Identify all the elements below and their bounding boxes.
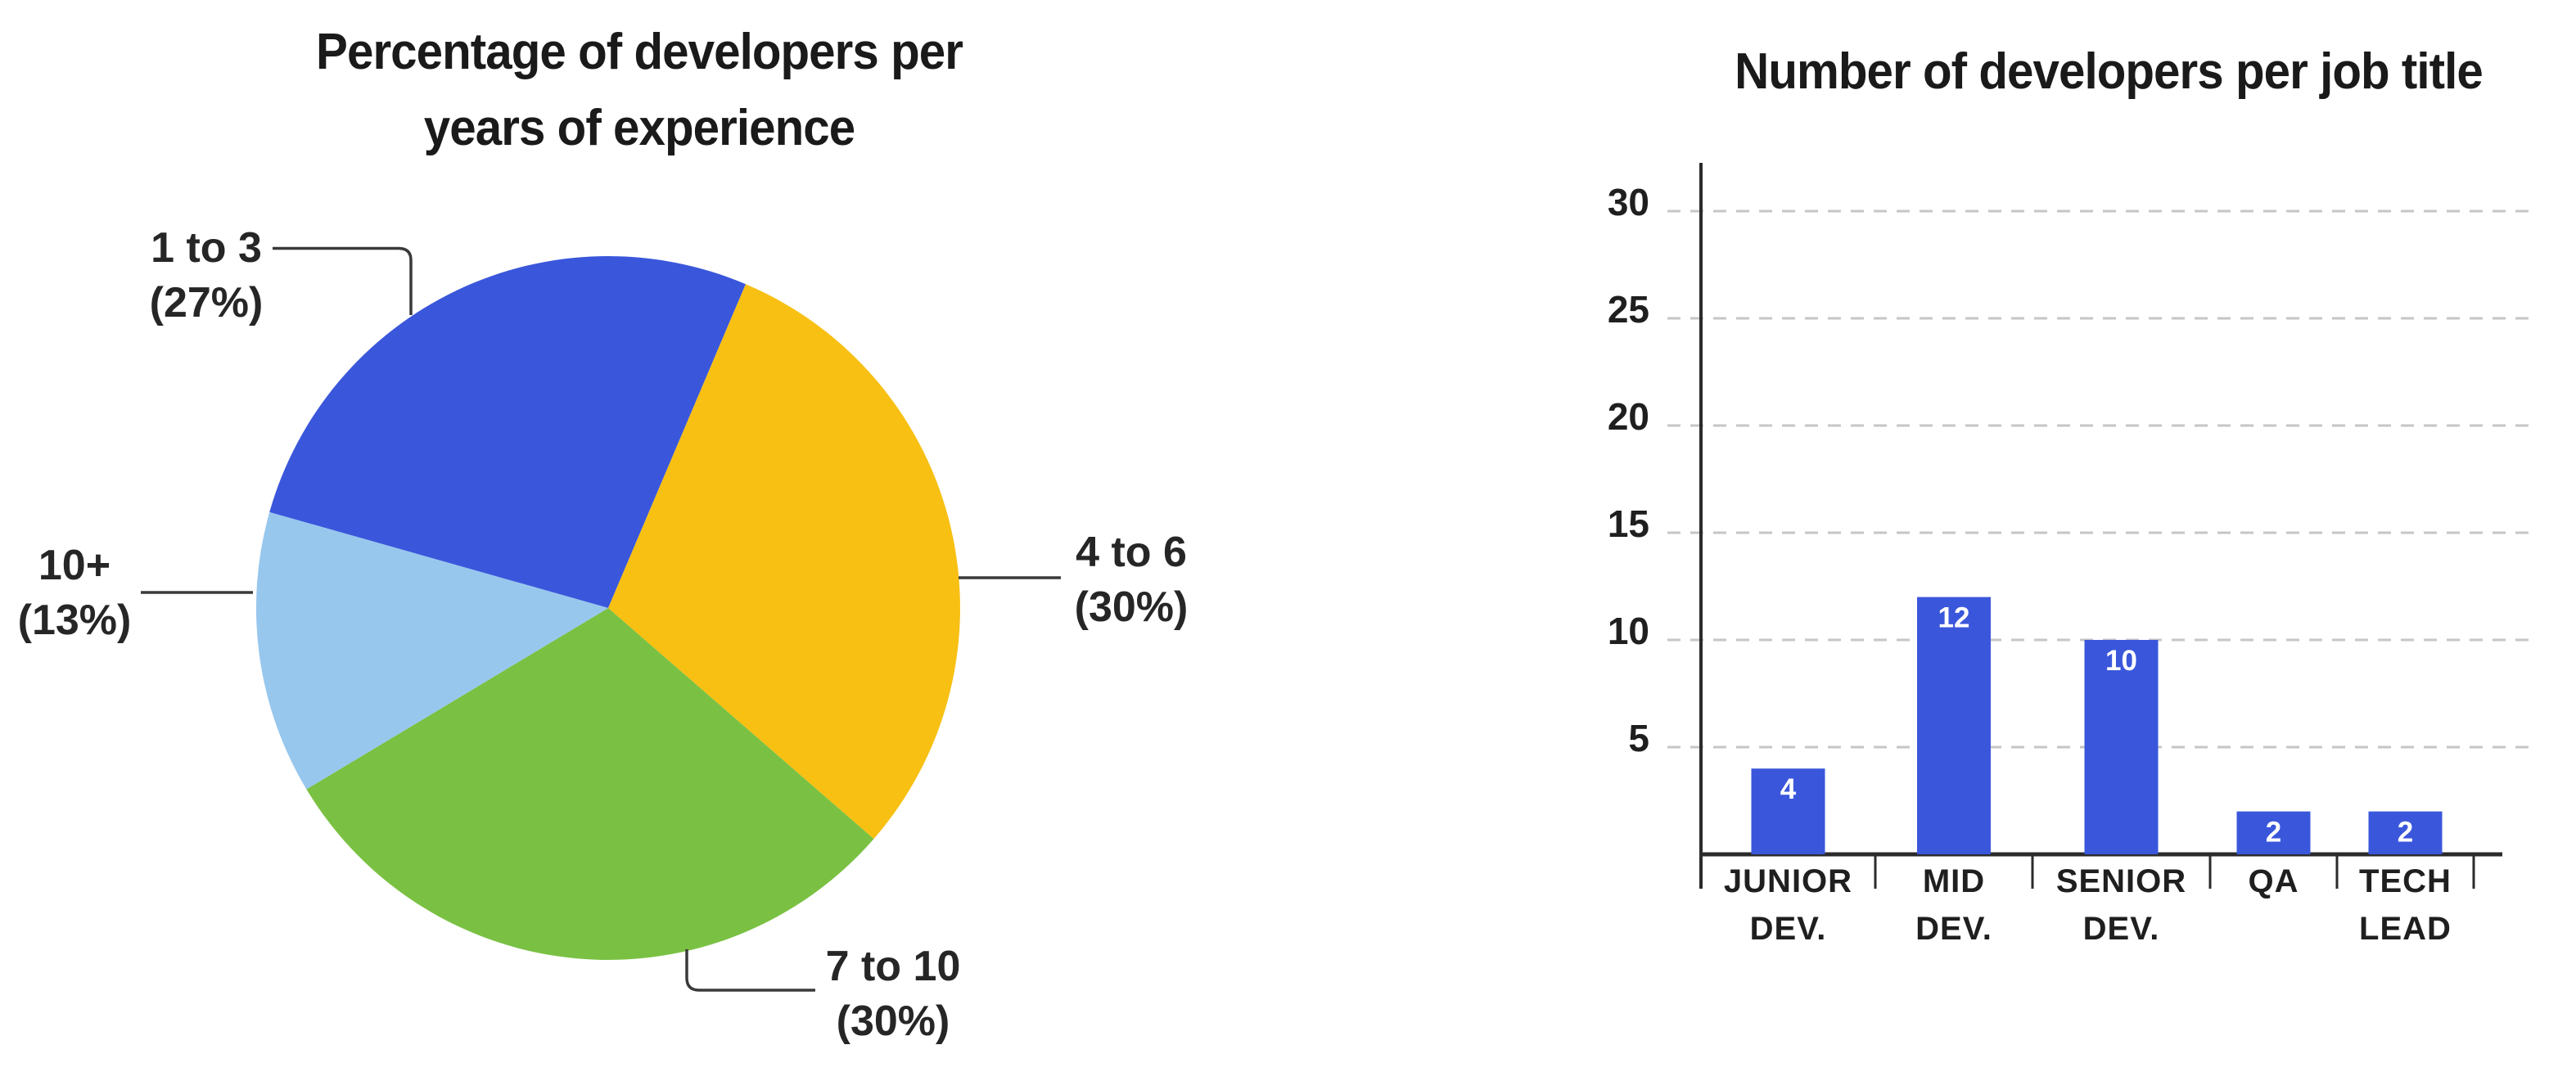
bar-value-label-junior-dev-: 4 xyxy=(1780,773,1797,805)
bar-value-label-senior-dev-: 10 xyxy=(2105,645,2137,677)
pie-title-line2: years of experience xyxy=(423,100,855,156)
category-label-senior-dev--line1: SENIOR xyxy=(2056,863,2186,899)
bar-qa xyxy=(2236,811,2311,854)
category-label-junior-dev--line2: DEV. xyxy=(1750,911,1827,947)
slice-name: 1 to 3 xyxy=(151,224,262,272)
slice-percent: (30%) xyxy=(1074,583,1189,631)
category-label-qa-line1: QA xyxy=(2249,863,2299,899)
pie-chart-title: Percentage of developers per years of ex… xyxy=(178,14,1101,166)
slice-name: 4 to 6 xyxy=(1076,529,1187,576)
slice-name: 7 to 10 xyxy=(825,943,961,990)
pie-title-line1: Percentage of developers per xyxy=(316,24,963,80)
slice-name: 10+ xyxy=(38,542,111,589)
bar-value-label-qa: 2 xyxy=(2266,817,2281,849)
callout-line-1-to-3 xyxy=(273,246,413,315)
pie-slice-label-7-to-10: 7 to 10 (30%) xyxy=(787,939,999,1049)
y-tick-label-15: 15 xyxy=(1608,502,1649,545)
slice-percent: (27%) xyxy=(149,279,264,327)
pie-callout-lines xyxy=(141,246,1061,992)
category-label-mid-dev--line2: DEV. xyxy=(1915,911,1992,947)
y-tick-label-25: 25 xyxy=(1608,288,1649,331)
category-label-tech-lead-line1: TECH xyxy=(2359,863,2452,899)
pie-slice-label-10-plus: 10+ (13%) xyxy=(0,538,149,648)
bar-junior-dev- xyxy=(1751,768,1825,854)
y-tick-label-5: 5 xyxy=(1628,717,1649,759)
y-tick-label-20: 20 xyxy=(1608,395,1649,438)
category-label-tech-lead-line2: LEAD xyxy=(2359,911,2452,947)
pie-slice-4-to-6 xyxy=(608,284,960,840)
pie-chart xyxy=(255,256,960,961)
category-label-junior-dev--line1: JUNIOR xyxy=(1724,863,1852,899)
bar-senior-dev- xyxy=(2084,640,2159,854)
pie-slice-7-to-10 xyxy=(306,608,874,961)
bar-value-label-tech-lead: 2 xyxy=(2398,817,2413,849)
bar-chart: 5 10 15 20 25 30 4 JUNIOR DEV. 12 MID DEV. 10 SENIOR D… xyxy=(1608,163,2529,947)
y-tick-label-10: 10 xyxy=(1608,610,1649,652)
slice-percent: (13%) xyxy=(17,597,132,644)
y-tick-label-30: 30 xyxy=(1608,181,1649,223)
bar-tech-lead xyxy=(2368,811,2443,854)
pie-slice-10- xyxy=(255,511,608,790)
callout-line-7-to-10 xyxy=(685,949,815,992)
bar-mid-dev- xyxy=(1917,597,1991,854)
slice-percent: (30%) xyxy=(836,998,950,1045)
pie-slice-1-to-3 xyxy=(269,256,746,608)
category-label-senior-dev--line2: DEV. xyxy=(2083,911,2160,947)
pie-slice-label-4-to-6: 4 to 6 (30%) xyxy=(1025,525,1238,635)
pie-slice-label-1-to-3: 1 to 3 (27%) xyxy=(100,221,313,331)
category-label-mid-dev--line1: MID xyxy=(1923,863,1985,899)
bar-value-label-mid-dev-: 12 xyxy=(1938,602,1970,634)
bar-chart-title: Number of developers per job title xyxy=(1735,43,2484,100)
